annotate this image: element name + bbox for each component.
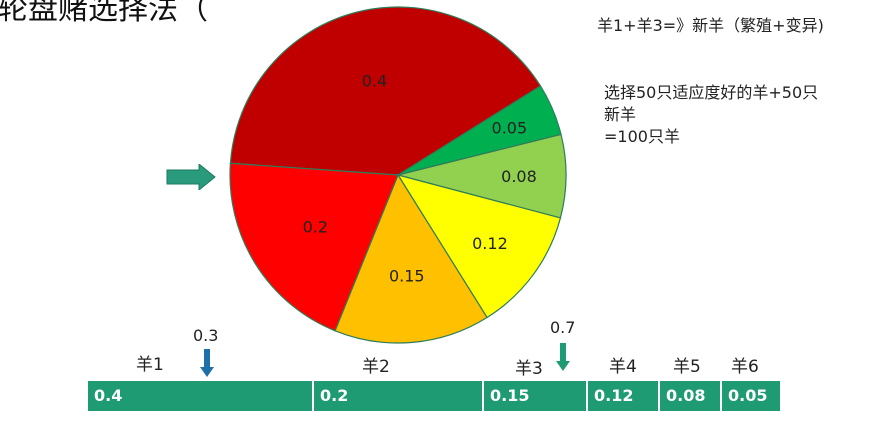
page-title: 轮盘赌选择法（ bbox=[0, 0, 208, 27]
bar-segment-sheep-2: 0.2 bbox=[314, 381, 484, 411]
sheep-label-3: 羊3 bbox=[515, 359, 543, 379]
pie-slice-label: 0.08 bbox=[501, 167, 537, 186]
pie-slice bbox=[334, 173, 488, 344]
selection-note-line: 选择50只适应度好的羊+50只 bbox=[604, 83, 819, 102]
sheep-label-2: 羊2 bbox=[362, 357, 390, 377]
pie-slice-label: 0.12 bbox=[472, 234, 508, 253]
bar-segment-sheep-1: 0.4 bbox=[88, 381, 314, 411]
crossover-note: 羊1+羊3=》新羊（繁殖+变异) bbox=[597, 16, 824, 35]
pie-slice bbox=[229, 6, 542, 176]
bar-segment-sheep-4: 0.12 bbox=[588, 381, 660, 411]
marker-label-0-7: 0.7 bbox=[550, 318, 576, 337]
pie-slice-label: 0.4 bbox=[362, 71, 387, 90]
selection-note-line: 新羊 bbox=[604, 105, 637, 124]
pie-slice bbox=[396, 174, 562, 319]
bar-segment-sheep-6: 0.05 bbox=[722, 381, 780, 411]
bar-segment-sheep-3: 0.15 bbox=[484, 381, 588, 411]
cumulative-probability-bar: 0.4 0.2 0.15 0.12 0.08 0.05 bbox=[88, 381, 780, 411]
sheep-label-4: 羊4 bbox=[609, 357, 637, 377]
pie-slice-label: 0.05 bbox=[492, 119, 528, 138]
down-arrow-icon bbox=[200, 349, 214, 377]
sheep-label-5: 羊5 bbox=[673, 357, 701, 377]
pie-slice-label: 0.15 bbox=[389, 266, 425, 285]
pie-slice-label: 0.2 bbox=[303, 218, 328, 237]
sheep-label-6: 羊6 bbox=[731, 357, 759, 377]
selection-note: 选择50只适应度好的羊+50只 新羊 =100只羊 bbox=[604, 82, 866, 148]
right-arrow-icon bbox=[166, 164, 216, 190]
bar-segment-sheep-5: 0.08 bbox=[660, 381, 722, 411]
down-arrow-icon bbox=[556, 343, 570, 371]
pie-slice bbox=[229, 162, 399, 332]
marker-label-0-3: 0.3 bbox=[193, 326, 219, 345]
sheep-label-1: 羊1 bbox=[136, 355, 164, 375]
selection-note-line: =100只羊 bbox=[604, 127, 680, 146]
